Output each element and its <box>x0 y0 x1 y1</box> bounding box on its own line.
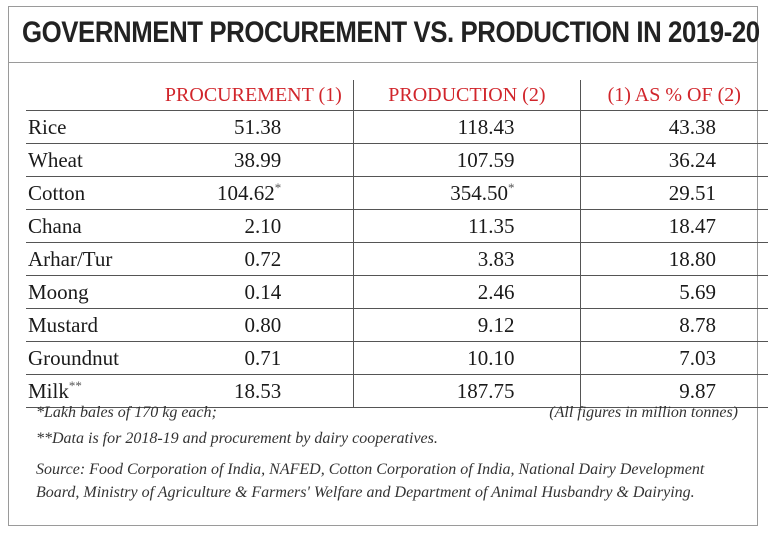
row-label: Moong <box>26 275 154 309</box>
row-label-text: Arhar/Tur <box>28 246 113 271</box>
procurement-cell: 0.72 <box>153 242 354 276</box>
procurement-value: 18.53 <box>233 378 282 403</box>
production-cell: 187.75 <box>353 374 581 408</box>
row-label: Mustard <box>26 308 154 342</box>
percent-cell: 18.47 <box>579 209 768 243</box>
source-note: Source: Food Corporation of India, NAFED… <box>36 461 705 501</box>
table-row: Cotton 104.62* 354.50* 29.51 <box>26 176 768 210</box>
percent-value: 18.80 <box>668 246 716 271</box>
table-row: Moong 0.14 2.46 5.69 <box>26 275 768 309</box>
footnote-cotton: *Lakh bales of 170 kg each; <box>36 404 217 421</box>
procurement-cell: 38.99 <box>153 143 354 177</box>
procurement-cell: 0.14 <box>153 275 354 309</box>
procurement-cell: 104.62* <box>153 176 354 210</box>
production-cell: 9.12 <box>353 308 581 342</box>
production-value: 3.83 <box>477 246 515 271</box>
procurement-cell: 2.10 <box>153 209 354 243</box>
percent-value: 29.51 <box>668 180 716 205</box>
table-row: Arhar/Tur 0.72 3.83 18.80 <box>26 242 768 276</box>
row-label-text: Mustard <box>28 312 98 337</box>
production-cell: 107.59 <box>353 143 581 177</box>
percent-value: 9.87 <box>679 378 716 403</box>
percent-value: 18.47 <box>668 213 716 238</box>
production-cell: 354.50* <box>353 176 581 210</box>
row-label-text: Rice <box>28 114 67 139</box>
row-label-text: Chana <box>28 213 82 238</box>
column-header-production: PRODUCTION (2) <box>353 80 581 111</box>
procurement-value: 0.71 <box>244 345 282 370</box>
percent-value: 36.24 <box>668 147 716 172</box>
table-row: Mustard 0.80 9.12 8.78 <box>26 308 768 342</box>
percent-cell: 7.03 <box>579 341 768 375</box>
table-row: Groundnut 0.71 10.10 7.03 <box>26 341 768 375</box>
production-cell: 11.35 <box>353 209 581 243</box>
row-label-text: Groundnut <box>28 345 119 370</box>
procurement-cell: 18.53 <box>153 374 354 408</box>
percent-value: 7.03 <box>679 345 716 370</box>
table-row: Rice 51.38 118.43 43.38 <box>26 110 768 144</box>
percent-cell: 9.87 <box>579 374 768 408</box>
row-label: Arhar/Tur <box>26 242 154 276</box>
table-row: Milk** 18.53 187.75 9.87 <box>26 374 768 408</box>
percent-cell: 5.69 <box>579 275 768 309</box>
row-label-text: Wheat <box>28 147 83 172</box>
table-row: Wheat 38.99 107.59 36.24 <box>26 143 768 177</box>
column-header-percent: (1) AS % OF (2) <box>579 80 768 111</box>
production-value: 10.10 <box>467 345 515 370</box>
row-label: Wheat <box>26 143 154 177</box>
percent-cell: 8.78 <box>579 308 768 342</box>
procurement-value: 0.80 <box>244 312 282 337</box>
production-cell: 3.83 <box>353 242 581 276</box>
footnote-milk: **Data is for 2018-19 and procurement by… <box>36 430 438 447</box>
row-label-text: Milk <box>28 378 69 403</box>
production-cell: 2.46 <box>353 275 581 309</box>
procurement-value: 0.14 <box>244 279 282 304</box>
percent-value: 8.78 <box>679 312 716 337</box>
table-row: Chana 2.10 11.35 18.47 <box>26 209 768 243</box>
row-label: Rice <box>26 110 154 144</box>
production-value: 187.75 <box>456 378 515 403</box>
procurement-value: 0.72 <box>244 246 282 271</box>
row-label-mark: ** <box>68 377 82 393</box>
percent-cell: 43.38 <box>579 110 768 144</box>
procurement-cell: 0.71 <box>153 341 354 375</box>
procurement-cell: 0.80 <box>153 308 354 342</box>
production-value: 118.43 <box>457 114 515 139</box>
production-value: 11.35 <box>468 213 515 238</box>
percent-cell: 29.51 <box>579 176 768 210</box>
production-cell: 118.43 <box>353 110 581 144</box>
title-divider <box>8 62 758 63</box>
procurement-value: 2.10 <box>244 213 282 238</box>
procurement-cell: 51.38 <box>153 110 354 144</box>
production-value: 2.46 <box>477 279 515 304</box>
percent-value: 5.69 <box>679 279 716 304</box>
production-value: 354.50 <box>450 180 509 205</box>
percent-value: 43.38 <box>668 114 716 139</box>
procurement-value: 51.38 <box>233 114 282 139</box>
production-value: 107.59 <box>456 147 515 172</box>
row-label: Chana <box>26 209 154 243</box>
percent-cell: 36.24 <box>579 143 768 177</box>
row-label-text: Moong <box>28 279 89 304</box>
row-label: Milk** <box>26 374 154 408</box>
procurement-mark: * <box>274 179 282 195</box>
units-note: (All figures in million tonnes) <box>549 404 738 421</box>
procurement-value: 104.62 <box>216 180 275 205</box>
data-table: PROCUREMENT (1) PRODUCTION (2) (1) AS % … <box>26 80 768 408</box>
table-title: GOVERNMENT PROCUREMENT VS. PRODUCTION IN… <box>22 16 760 49</box>
row-label-text: Cotton <box>28 180 86 205</box>
production-cell: 10.10 <box>353 341 581 375</box>
row-label: Groundnut <box>26 341 154 375</box>
row-label: Cotton <box>26 176 154 210</box>
production-mark: * <box>508 179 515 195</box>
procurement-value: 38.99 <box>233 147 282 172</box>
percent-cell: 18.80 <box>579 242 768 276</box>
header-blank <box>26 80 154 111</box>
header-row: PROCUREMENT (1) PRODUCTION (2) (1) AS % … <box>26 80 768 111</box>
column-header-procurement: PROCUREMENT (1) <box>153 80 354 111</box>
production-value: 9.12 <box>477 312 515 337</box>
